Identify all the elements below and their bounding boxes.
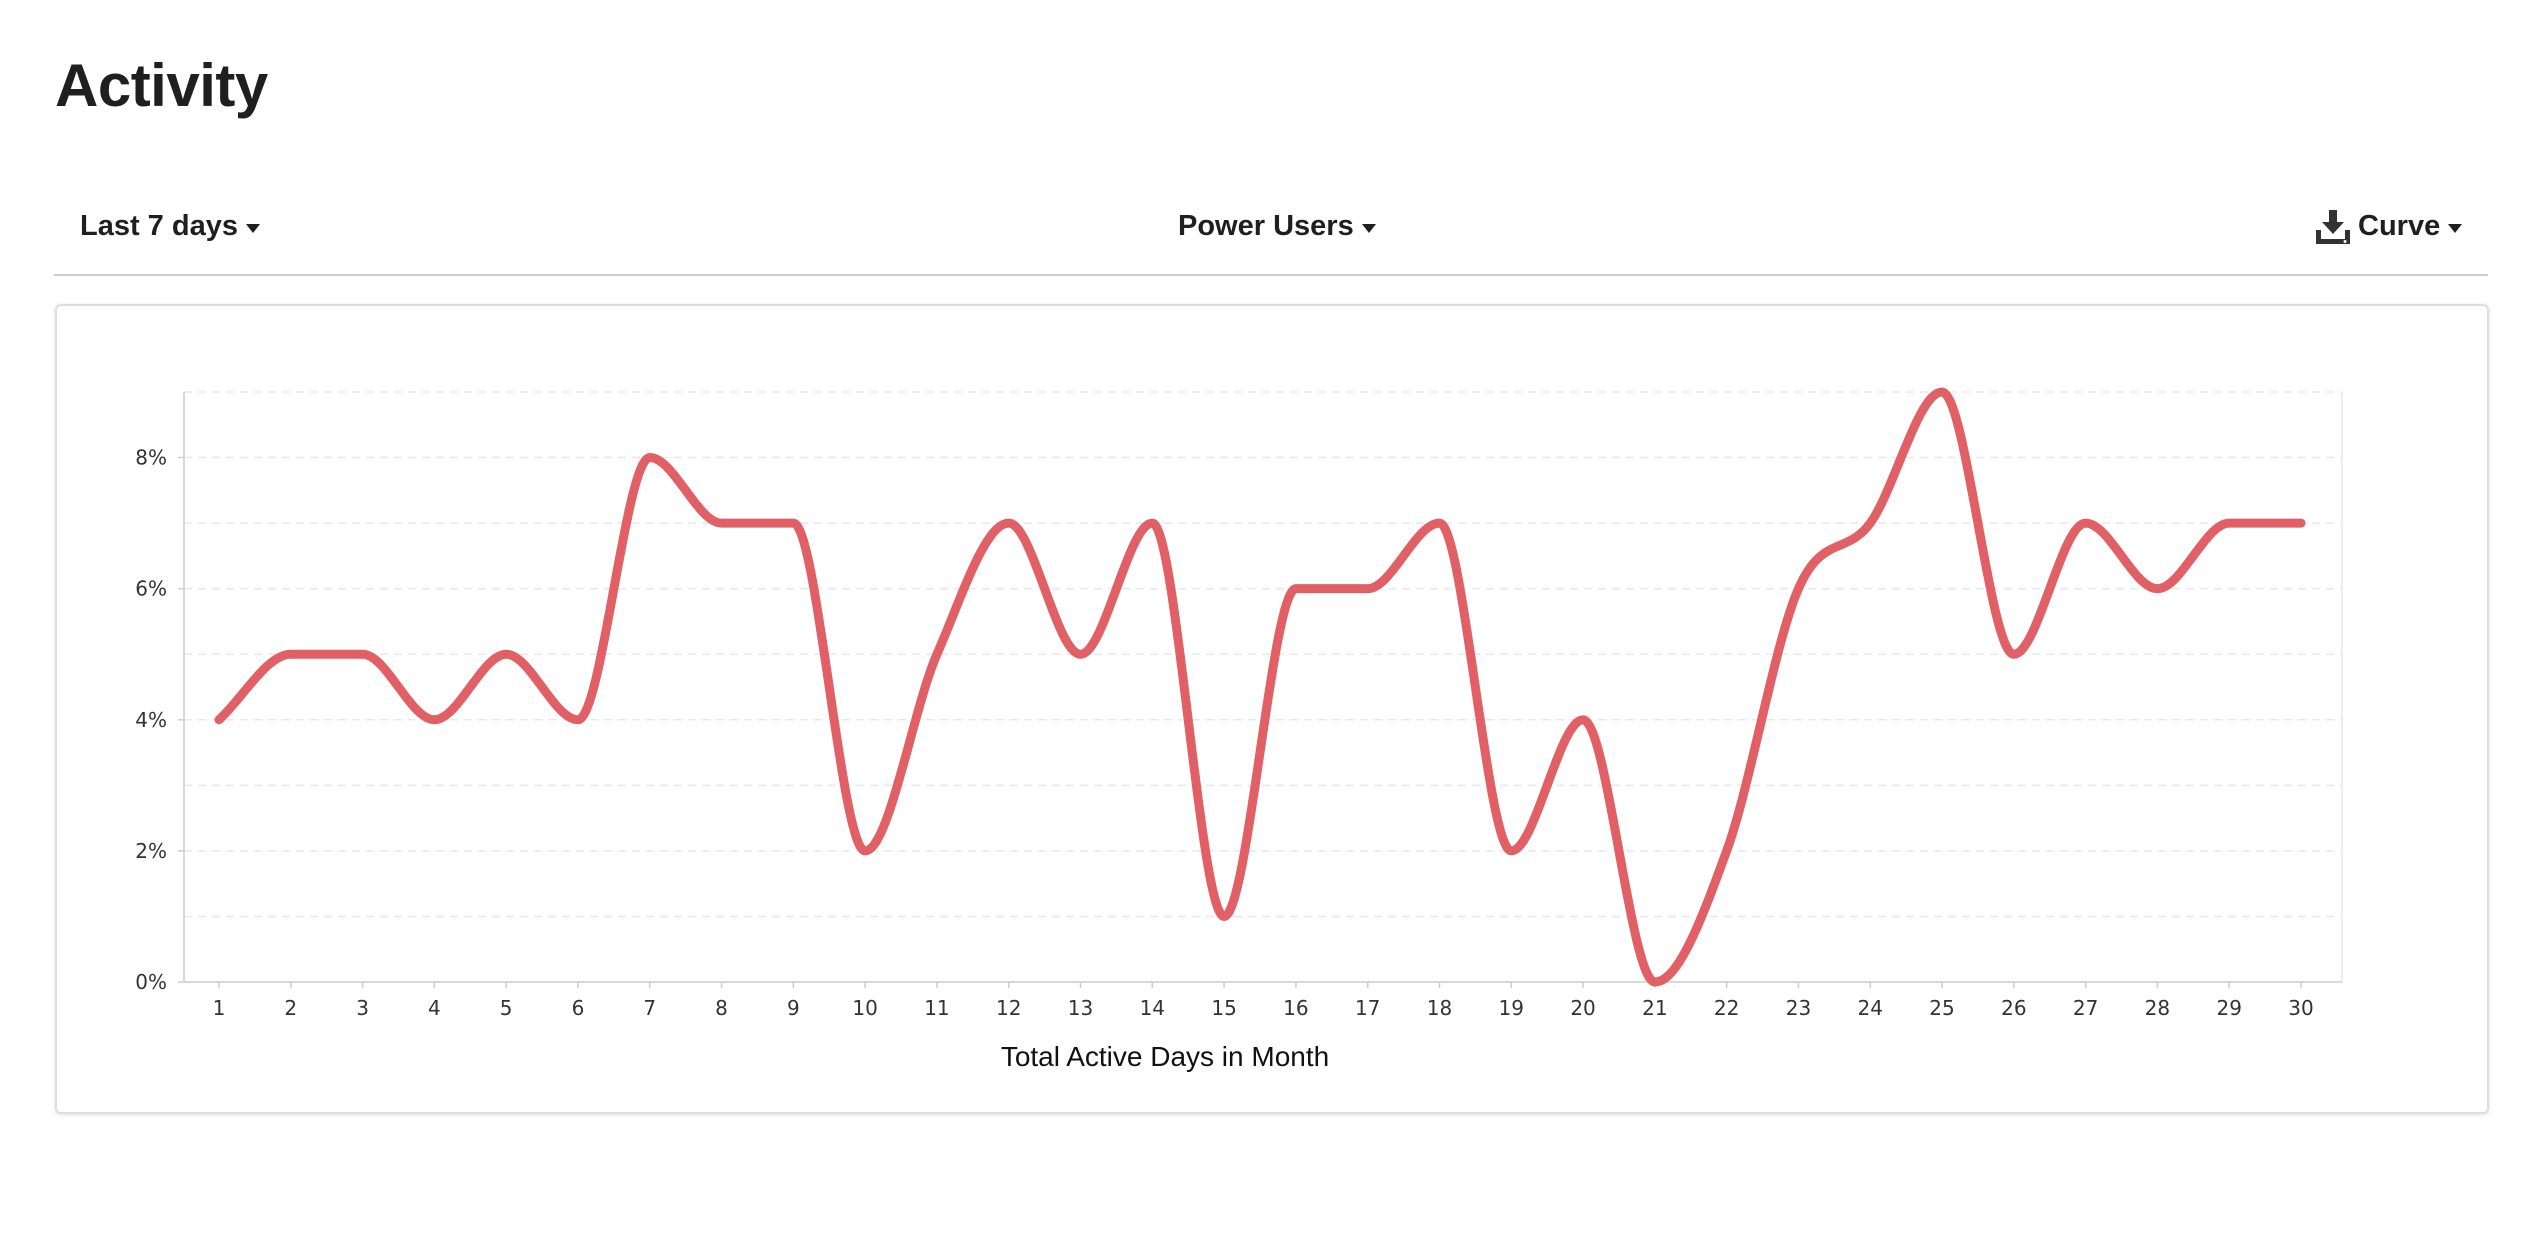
x-tick-label: 29 [2216,996,2241,1020]
x-tick-label: 19 [1499,996,1524,1020]
chart-card: 0% 2% 4% 6% 8% 1 2 3 4 5 6 7 8 9 10 11 12 13 14 15 16 17 18 19 2… [55,304,2489,1114]
x-tick-label: 20 [1570,996,1595,1020]
x-tick-label: 15 [1211,996,1236,1020]
x-tick-label: 6 [572,996,585,1020]
segment-label: Power Users [1178,209,1354,242]
x-tick-label: 26 [2001,996,2026,1020]
x-tick-label: 10 [852,996,877,1020]
y-tick-label: 4% [135,708,167,732]
y-tick-label: 0% [135,970,167,994]
activity-line-chart: 0%2%4%6%8%1 2 3 4 5 6 7 8 9 10 11 12 13 14 15 16 17 18 19 2… [135,387,2343,1072]
chart-series [214,387,2306,987]
x-tick-label: 4 [428,996,441,1020]
download-icon[interactable] [2312,206,2354,248]
x-tick-label: 27 [2073,996,2098,1020]
x-tick-label: 28 [2145,996,2170,1020]
chart-type-label: Curve [2358,209,2441,242]
chart-toolbar: Last 7 days Power Users Curve [54,190,2488,276]
date-range-label: Last 7 days [80,209,238,242]
x-tick-label: 21 [1642,996,1667,1020]
x-tick-label: 2 [284,996,297,1020]
y-tick-label: 6% [135,577,167,601]
x-axis-title: Total Active Days in Month [1001,1041,1329,1072]
x-tick-label: 24 [1858,996,1883,1020]
x-tick-label: 9 [787,996,800,1020]
caret-down-icon [1361,223,1376,233]
x-tick-label: 5 [500,996,513,1020]
x-tick-label: 25 [1929,996,1954,1020]
chart-labels: 0%2%4%6%8%1 2 3 4 5 6 7 8 9 10 11 12 13 14 15 16 17 18 19 2… [135,446,2313,1072]
x-tick-label: 14 [1140,996,1165,1020]
x-tick-label: 13 [1068,996,1093,1020]
chart-grid [184,391,2343,982]
caret-down-icon [2448,223,2463,233]
chart-type-dropdown[interactable]: Curve [2358,190,2463,262]
caret-down-icon [245,223,260,233]
y-tick-label: 8% [135,446,167,470]
x-tick-label: 1 [213,996,226,1020]
date-range-dropdown[interactable]: Last 7 days [80,190,260,262]
x-tick-label: 7 [643,996,656,1020]
x-tick-label: 11 [924,996,949,1020]
x-tick-label: 8 [715,996,728,1020]
x-tick-label: 17 [1355,996,1380,1020]
x-tick-label: 23 [1786,996,1811,1020]
x-tick-label: 18 [1427,996,1452,1020]
x-tick-label: 3 [356,996,369,1020]
x-tick-label: 22 [1714,996,1739,1020]
x-tick-label: 12 [996,996,1021,1020]
chart-axes [178,392,2342,988]
page-title: Activity [55,52,268,119]
x-tick-label: 16 [1283,996,1308,1020]
x-tick-label: 30 [2288,996,2313,1020]
segment-dropdown[interactable]: Power Users [1178,190,1376,262]
y-tick-label: 2% [135,839,167,863]
series-line [214,387,2306,987]
